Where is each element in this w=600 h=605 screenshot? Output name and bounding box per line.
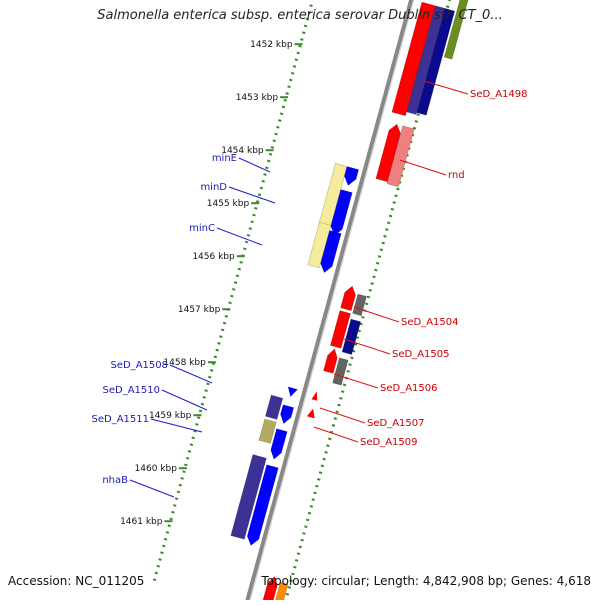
gene-label-forward[interactable]: SeD_A1511	[92, 414, 150, 425]
gene-feature-20[interactable]	[258, 418, 277, 444]
gene-label-forward[interactable]: SeD_A1508	[111, 360, 169, 371]
small-feature-1[interactable]	[288, 386, 298, 397]
tick-label: 1457 kbp	[178, 305, 221, 315]
gene-feature-24[interactable]	[261, 575, 278, 605]
leader-line	[333, 373, 379, 389]
gene-feature-11[interactable]	[320, 230, 342, 274]
leader-line	[423, 80, 469, 95]
gene-feature-2[interactable]	[406, 5, 446, 115]
gene-feature-16[interactable]	[323, 348, 338, 374]
gene-label-forward[interactable]: SeD_A1510	[103, 385, 161, 396]
map-title: Salmonella enterica subsp. enterica sero…	[97, 8, 503, 23]
leader-line	[228, 186, 276, 204]
gene-label-forward[interactable]: minE	[212, 153, 237, 164]
leader-line	[313, 426, 359, 443]
gene-label-reverse[interactable]: SeD_A1507	[367, 418, 425, 429]
tick-label: 1461 kbp	[120, 517, 163, 527]
gene-label-reverse[interactable]: SeD_A1504	[401, 317, 459, 328]
tick-label: 1453 kbp	[236, 93, 279, 103]
feature-layer	[230, 0, 470, 605]
small-feature-2[interactable]	[311, 391, 318, 401]
label-layer: minE minD minC SeD_A1508 SeD_A1510 SeD_A1511n…	[92, 80, 528, 498]
gene-feature-23[interactable]	[246, 464, 279, 546]
leader-line	[150, 418, 203, 433]
tick-layer: 1452 kbp 1453 kbp 1454 kbp 1455 kbp 1456 kbp…	[120, 40, 303, 527]
gene-label-forward[interactable]: minC	[189, 223, 215, 234]
tick-label: 1456 kbp	[192, 252, 235, 262]
leader-line	[216, 227, 263, 246]
gene-label-reverse[interactable]: SeD_A1498	[470, 89, 528, 100]
leader-line	[129, 479, 175, 498]
leader-line	[238, 157, 271, 173]
gene-feature-5[interactable]	[375, 123, 401, 183]
backbone-highlight	[248, 0, 415, 605]
gene-feature-8[interactable]	[344, 166, 359, 186]
gene-feature-7[interactable]	[318, 162, 348, 227]
gene-feature-6[interactable]	[386, 125, 415, 188]
tick-label: 1458 kbp	[163, 358, 206, 368]
gene-feature-18[interactable]	[265, 394, 284, 420]
leader-line	[399, 159, 447, 176]
gene-label-forward[interactable]: minD	[200, 182, 227, 193]
leader-line	[161, 389, 208, 411]
tick-label: 1460 kbp	[135, 464, 178, 474]
gene-feature-4[interactable]	[443, 0, 470, 60]
gene-feature-15[interactable]	[341, 318, 362, 355]
backbone	[244, 0, 415, 605]
gene-label-reverse[interactable]: rnd	[448, 170, 465, 181]
gene-feature-14[interactable]	[330, 310, 351, 349]
summary-text: Topology: circular; Length: 4,842,908 bp…	[261, 574, 591, 588]
tick-label: 1454 kbp	[221, 146, 264, 156]
gene-feature-3[interactable]	[416, 8, 456, 116]
gene-feature-19[interactable]	[280, 404, 295, 425]
gene-label-forward[interactable]: nhaB	[102, 475, 128, 486]
small-feature-3[interactable]	[306, 408, 315, 419]
tick-label: 1455 kbp	[207, 199, 250, 209]
gene-label-reverse[interactable]: SeD_A1509	[360, 437, 418, 448]
leader-line	[319, 407, 366, 424]
gene-feature-1[interactable]	[391, 1, 436, 117]
gene-label-reverse[interactable]: SeD_A1506	[380, 383, 438, 394]
leader-line	[169, 364, 213, 384]
gene-feature-10[interactable]	[307, 221, 332, 269]
gene-feature-22[interactable]	[230, 454, 267, 540]
gene-feature-12[interactable]	[340, 285, 356, 312]
leader-line	[353, 306, 400, 323]
gene-feature-21[interactable]	[270, 428, 288, 460]
backbone-line	[244, 0, 414, 605]
gene-label-reverse[interactable]: SeD_A1505	[392, 349, 450, 360]
leader-line	[343, 338, 391, 355]
tick-label: 1459 kbp	[149, 411, 192, 421]
accession-text: Accession: NC_011205	[8, 574, 145, 588]
tick-label: 1452 kbp	[250, 40, 293, 50]
gene-feature-9[interactable]	[330, 189, 353, 236]
tick-ring	[151, 0, 315, 585]
